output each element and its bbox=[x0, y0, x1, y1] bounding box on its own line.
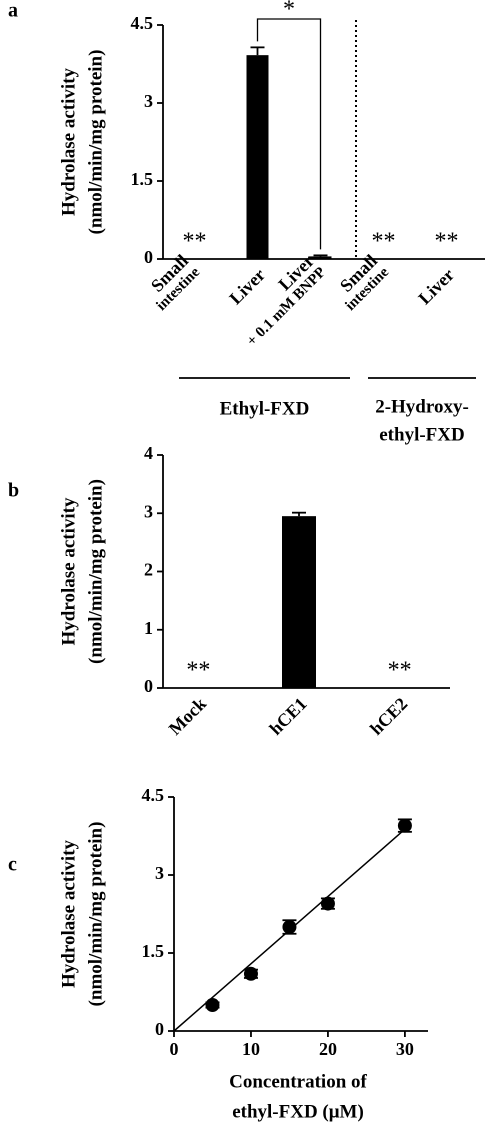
y-tick-label: 0 bbox=[144, 676, 153, 696]
x-axis-label: ethyl-FXD (μM) bbox=[232, 1101, 364, 1122]
significance: ** bbox=[183, 229, 207, 255]
y-tick-label: 3 bbox=[144, 91, 153, 111]
y-tick-label: 1.5 bbox=[131, 169, 154, 189]
group-label: 2-Hydroxy- bbox=[375, 396, 469, 417]
y-tick-label: 3 bbox=[155, 863, 164, 883]
y-tick-label: 0 bbox=[155, 1019, 164, 1039]
bar bbox=[246, 55, 269, 259]
y-tick-label: 3 bbox=[144, 501, 153, 521]
x-tick-label: hCE2 bbox=[366, 694, 411, 739]
y-axis-label: Hydrolase activity bbox=[58, 497, 79, 645]
x-tick-label-line: Mock bbox=[165, 694, 210, 739]
x-tick-label: Mock bbox=[165, 694, 210, 739]
x-axis-label: Concentration of bbox=[229, 1071, 367, 1092]
y-axis-label: Hydrolase activity bbox=[58, 840, 79, 988]
y-tick-label: 1.5 bbox=[142, 941, 165, 961]
point bbox=[320, 896, 335, 911]
point bbox=[282, 920, 297, 934]
y-tick-label: 2 bbox=[144, 560, 153, 580]
panel-letter: c bbox=[8, 854, 17, 876]
panel-letter: a bbox=[8, 0, 18, 22]
significance-bracket bbox=[256, 18, 322, 250]
point bbox=[397, 818, 412, 833]
y-axis-label: (nmol/min/mg protein) bbox=[85, 822, 106, 1007]
y-tick-label: 0 bbox=[144, 247, 153, 267]
group-label: ethyl-FXD bbox=[379, 424, 464, 445]
x-tick-label: 30 bbox=[396, 1039, 414, 1059]
significance: ** bbox=[186, 658, 210, 684]
bar bbox=[282, 516, 316, 688]
x-tick-label-line: hCE1 bbox=[265, 694, 310, 739]
x-tick-label-line: hCE2 bbox=[366, 694, 411, 739]
x-tick-label: 0 bbox=[170, 1039, 179, 1059]
significance: ** bbox=[388, 658, 412, 684]
panel-letter: b bbox=[8, 480, 19, 502]
y-tick-label: 4.5 bbox=[131, 13, 154, 33]
point bbox=[243, 966, 258, 981]
y-tick-label: 4 bbox=[144, 443, 153, 463]
significance: ** bbox=[372, 229, 396, 255]
x-tick-label: 20 bbox=[319, 1039, 337, 1059]
y-tick-label: 1 bbox=[144, 618, 153, 638]
y-tick-label: 4.5 bbox=[142, 785, 165, 805]
x-tick-label: hCE1 bbox=[265, 694, 310, 739]
group-label: Ethyl-FXD bbox=[220, 398, 310, 419]
point bbox=[205, 998, 220, 1012]
x-tick-label: 10 bbox=[242, 1039, 260, 1059]
x-tick-label: Liver bbox=[225, 265, 269, 309]
x-tick-label: Liver bbox=[414, 265, 458, 309]
x-tick-label-line: Liver bbox=[225, 265, 269, 309]
x-tick-label-line: Liver bbox=[414, 265, 458, 309]
y-axis-label: Hydrolase activity bbox=[58, 68, 79, 216]
significance: ** bbox=[435, 229, 459, 255]
x-tick-label: Smallintestine bbox=[329, 250, 393, 314]
y-axis-label: (nmol/min/mg protein) bbox=[85, 50, 106, 235]
significance: * bbox=[283, 0, 295, 23]
bar bbox=[309, 256, 332, 259]
y-axis-label: (nmol/min/mg protein) bbox=[85, 479, 106, 664]
